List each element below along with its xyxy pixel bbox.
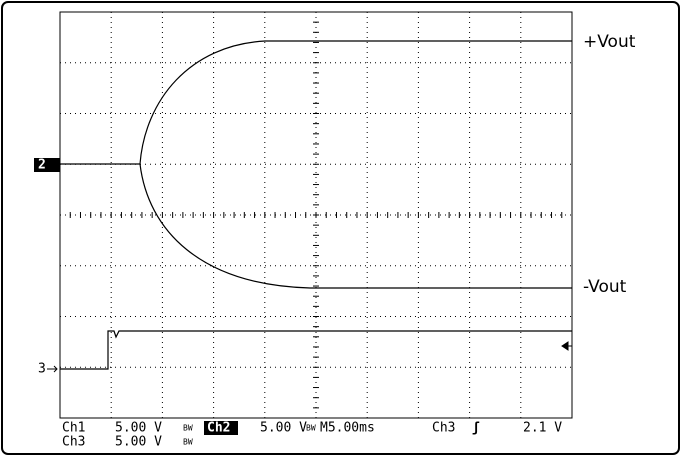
ch2-marker-box <box>34 158 60 172</box>
status-ch1: Ch1 <box>62 421 85 436</box>
ch3-marker-arrow <box>47 365 58 373</box>
status-ch3-scale: 5.00 V <box>115 435 162 450</box>
status-trigger-slope: ʃ <box>472 421 480 436</box>
lower-label: -Vout <box>583 277 627 297</box>
status-ch2-scale: 5.00 V <box>260 421 307 436</box>
ch2-status-box <box>204 421 238 435</box>
graticule <box>59 11 573 419</box>
upper-label: +Vout <box>583 32 636 52</box>
status-ch3-bw: BW <box>183 438 193 447</box>
status-ch2-bw: BW <box>306 424 316 433</box>
status-trigger-source: Ch3 <box>432 421 455 436</box>
status-ch2: Ch2 <box>207 421 230 436</box>
ch2-positive-trace <box>60 40 572 165</box>
status-ch3: Ch3 <box>62 435 85 450</box>
ch3-trace <box>60 330 572 370</box>
trigger-arrow <box>561 341 572 351</box>
ch3-marker: 3 <box>38 362 46 377</box>
status-timebase: M5.00ms <box>320 421 375 436</box>
status-ch1-scale: 5.00 V <box>115 421 162 436</box>
ch2-marker: 2 <box>38 158 46 173</box>
ch2-negative-trace <box>139 163 572 289</box>
status-ch1-bw: BW <box>183 424 193 433</box>
status-trigger-level: 2.1 V <box>523 421 562 436</box>
